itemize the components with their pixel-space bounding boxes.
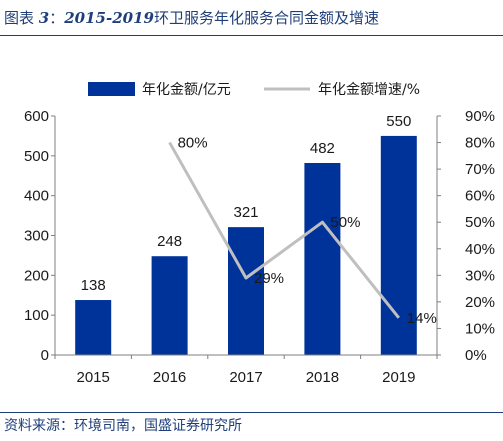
source-note: 资料来源：环境司南，国盛证券研究所 <box>4 418 242 434</box>
bottom-rule <box>0 412 503 413</box>
caption-years: 2015-2019 <box>64 9 154 27</box>
line-data-label: 80% <box>178 135 208 152</box>
bar-data-label: 321 <box>233 204 258 221</box>
axes: 0 100 200 300 400 500 600 0% 10% 20% 30% 40% 50% 60% 7… <box>24 108 495 386</box>
x-tick-label: 2016 <box>153 369 186 386</box>
y-left-tick-label: 100 <box>24 307 49 324</box>
caption-separator: ： <box>49 9 65 27</box>
bar-data-label: 482 <box>310 140 335 157</box>
line-data-label: 14% <box>407 310 437 327</box>
y-right-tick-label: 90% <box>465 108 495 125</box>
y-left-tick-label: 400 <box>24 188 49 205</box>
y-left-tick-label: 200 <box>24 267 49 284</box>
line-data-label: 29% <box>254 270 284 287</box>
bar-2019 <box>380 135 417 355</box>
caption-label: 图表 <box>4 9 35 27</box>
combo-chart: 年化金额/亿元 年化金额增速/% 0 100 200 300 400 500 600 0% 10%… <box>24 82 495 386</box>
y-right-tick-label: 60% <box>465 188 495 205</box>
bar-data-label: 248 <box>157 233 182 250</box>
x-tick-label: 2015 <box>77 369 110 386</box>
y-right-tick-label: 70% <box>465 161 495 178</box>
legend-swatch-bar <box>88 82 135 96</box>
y-right-tick-label: 80% <box>465 135 495 152</box>
top-rule <box>0 35 503 36</box>
legend: 年化金额/亿元 年化金额增速/% <box>88 82 420 98</box>
legend-label-line: 年化金额增速/% <box>318 82 420 98</box>
bar-series <box>75 135 417 355</box>
y-right-tick-label: 30% <box>465 267 495 284</box>
y-left-tick-label: 300 <box>24 228 49 245</box>
growth-line <box>168 141 400 319</box>
bar-2018 <box>304 163 341 355</box>
y-left-tick-label: 500 <box>24 148 49 165</box>
bar-2016 <box>151 256 188 355</box>
bar-data-label: 550 <box>386 113 411 130</box>
caption-number: 3 <box>38 9 50 27</box>
legend-label-bar: 年化金额/亿元 <box>142 82 231 98</box>
figure-caption: 图表 3：2015-2019环卫服务年化服务合同金额及增速 <box>4 6 499 30</box>
y-left-tick-label: 600 <box>24 108 49 125</box>
line-data-label: 50% <box>330 214 360 231</box>
y-right-tick-label: 50% <box>465 214 495 231</box>
data-labels: 138 248 321 482 550 80% 29% 50% 14% <box>81 113 437 327</box>
x-tick-label: 2019 <box>382 369 415 386</box>
y-right-tick-label: 10% <box>465 320 495 337</box>
y-right-tick-label: 20% <box>465 294 495 311</box>
x-tick-label: 2017 <box>229 369 262 386</box>
y-left-tick-label: 0 <box>41 347 49 364</box>
caption-text: 环卫服务年化服务合同金额及增速 <box>153 9 379 27</box>
bar-2015 <box>75 300 112 355</box>
y-right-tick-label: 0% <box>465 347 487 364</box>
x-tick-label: 2018 <box>306 369 339 386</box>
line-series <box>168 141 400 319</box>
y-right-tick-label: 40% <box>465 241 495 258</box>
bar-2017 <box>228 227 264 355</box>
bar-data-label: 138 <box>81 277 106 294</box>
